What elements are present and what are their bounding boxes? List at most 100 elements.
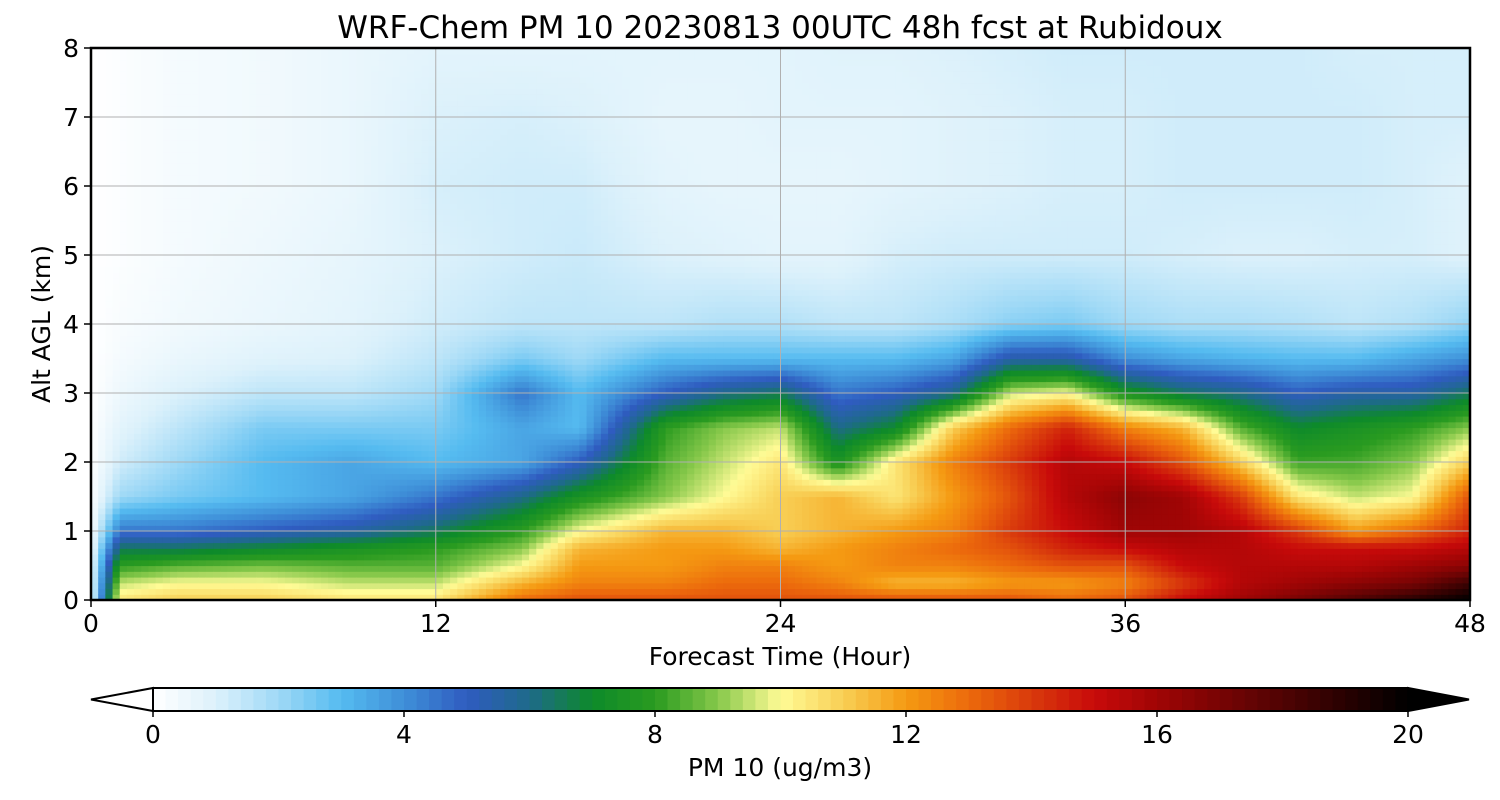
heatmap-cell [134,163,142,170]
heatmap-cell [227,508,236,515]
heatmap-cell [435,513,444,521]
heatmap-cell [155,404,164,411]
heatmap-cell [385,111,394,118]
heatmap-cell [213,53,221,61]
heatmap-cell [428,278,437,285]
heatmap-cell [227,421,236,429]
heatmap-cell [256,513,264,521]
heatmap-cell [126,531,135,538]
heatmap-cell [148,473,157,480]
heatmap-cell [220,571,229,578]
heatmap-cell [270,122,279,130]
heatmap-cell [98,387,106,394]
heatmap-cell [284,111,293,118]
heatmap-cell [450,105,458,112]
heatmap-cell [392,519,401,526]
heatmap-cell [320,191,329,199]
heatmap-cell [385,168,394,176]
heatmap-cell [407,588,415,595]
heatmap-cell [263,577,272,584]
heatmap-cell [277,220,286,227]
heatmap-cell [363,312,372,319]
heatmap-cell [148,364,157,371]
heatmap-cell [299,398,308,406]
heatmap-cell [177,243,185,250]
heatmap-cell [98,571,106,578]
heatmap-cell [148,450,157,457]
heatmap-cell [385,519,394,526]
heatmap-cell [407,398,415,406]
heatmap-cell [263,358,272,365]
heatmap-cell [177,134,185,141]
heatmap-cell [378,324,387,331]
heatmap-cell [306,220,315,227]
heatmap-cell [414,157,422,164]
heatmap-cell [284,197,293,204]
heatmap-cell [421,387,430,394]
heatmap-cell [428,128,437,135]
heatmap-cell [263,94,272,101]
heatmap-cell [342,220,351,227]
heatmap-cell [170,266,178,273]
heatmap-cell [313,157,322,164]
heatmap-cell [119,433,128,440]
heatmap-cell [320,76,329,84]
heatmap-cell [184,128,193,135]
heatmap-cell [141,450,150,457]
heatmap-cell [270,496,279,503]
heatmap-cell [112,531,121,538]
heatmap-cell [148,358,157,365]
heatmap-cell [399,571,408,578]
heatmap-cell [342,456,351,463]
heatmap-cell [363,324,372,331]
heatmap-cell [270,128,279,135]
heatmap-cell [98,559,106,567]
heatmap-cell [371,444,379,452]
heatmap-cell [98,65,106,72]
heatmap-cell [170,594,178,600]
heatmap-cell [141,174,150,181]
heatmap-cell [363,450,372,457]
heatmap-cell [170,502,178,509]
heatmap-cell [450,82,458,89]
heatmap-cell [205,214,214,222]
heatmap-cell [349,94,358,101]
heatmap-cell [198,329,207,337]
heatmap-cell [421,76,430,84]
heatmap-cell [234,191,243,199]
heatmap-cell [363,145,372,153]
heatmap-cell [191,99,200,107]
heatmap-cell [270,111,279,118]
heatmap-cell [442,502,451,509]
heatmap-cell [421,421,430,429]
heatmap-cell [227,226,236,233]
heatmap-cell [177,48,185,55]
heatmap-cell [335,393,343,400]
heatmap-cell [435,467,444,475]
heatmap-cell [399,496,408,503]
heatmap-cell [213,565,221,572]
heatmap-cell [407,209,415,216]
heatmap-cell [205,117,214,124]
heatmap-cell [435,393,444,400]
heatmap-cell [284,157,293,164]
heatmap-cell [284,272,293,279]
heatmap-cell [241,352,250,360]
heatmap-cell [392,502,401,509]
heatmap-cell [241,324,250,331]
heatmap-cell [421,237,430,245]
heatmap-cell [249,410,257,417]
heatmap-cell [105,559,114,567]
heatmap-cell [119,421,128,429]
heatmap-cell [342,145,351,153]
heatmap-cell [112,324,121,331]
heatmap-cell [442,370,451,377]
heatmap-cell [162,565,171,572]
heatmap-cell [335,588,343,595]
heatmap-cell [356,301,365,308]
heatmap-cell [299,364,308,371]
heatmap-cell [270,502,279,509]
heatmap-cell [428,519,437,526]
heatmap-cell [399,536,408,544]
heatmap-cell [414,59,422,66]
